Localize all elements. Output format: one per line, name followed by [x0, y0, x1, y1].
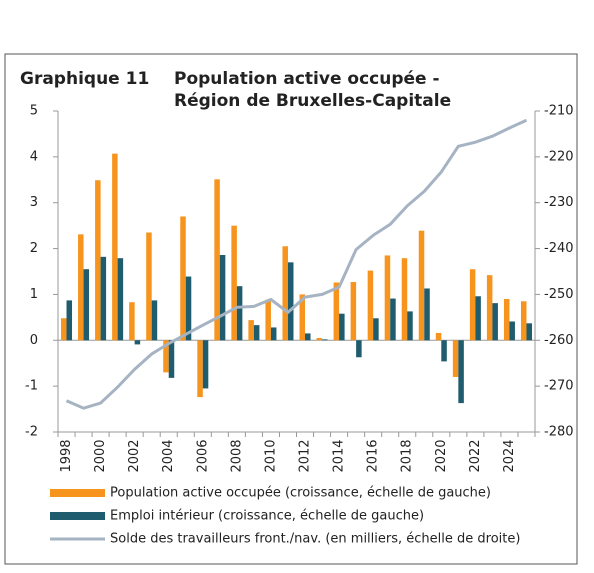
- bar: [129, 302, 135, 341]
- x-tick-label: 2002: [127, 439, 142, 472]
- bar: [305, 333, 311, 341]
- x-tick-label: 2008: [229, 439, 244, 472]
- y2-tick-label: -210: [544, 104, 574, 119]
- bar: [356, 340, 362, 358]
- bar: [469, 269, 476, 341]
- bar: [401, 258, 408, 341]
- bar: [407, 311, 413, 341]
- x-tick-label: 2014: [332, 439, 347, 472]
- bar: [299, 294, 306, 341]
- x-tick-label: 2022: [468, 439, 483, 472]
- bar: [78, 234, 84, 341]
- bar: [339, 313, 345, 341]
- bar: [231, 225, 237, 341]
- bar: [146, 232, 152, 341]
- bar: [100, 256, 107, 341]
- bar: [486, 275, 493, 341]
- bar: [475, 296, 481, 341]
- legend-swatch: [50, 512, 105, 520]
- bar: [509, 321, 515, 341]
- y-tick-label: 0: [30, 333, 38, 348]
- bar: [441, 340, 447, 362]
- legend-label: Solde des travailleurs front./nav. (en m…: [110, 532, 520, 547]
- y2-tick-label: -220: [544, 149, 574, 164]
- x-tick-label: 2020: [434, 439, 449, 472]
- chart-label: Graphique 11: [20, 69, 149, 89]
- x-tick-label: 2018: [400, 439, 415, 472]
- bar: [151, 300, 158, 341]
- y2-tick-label: -240: [544, 241, 574, 256]
- bar: [168, 340, 175, 378]
- x-tick-label: 2010: [263, 439, 278, 472]
- x-tick-label: 2016: [366, 439, 381, 472]
- bar: [526, 323, 532, 341]
- bar: [214, 179, 220, 341]
- bar: [373, 318, 379, 341]
- bar: [134, 340, 141, 345]
- bar: [503, 299, 510, 341]
- legend-label: Population active occupée (croissance, é…: [110, 486, 491, 501]
- bar: [202, 340, 209, 389]
- bar: [112, 153, 118, 341]
- y-tick-label: 4: [30, 149, 38, 164]
- x-tick-label: 2006: [195, 439, 210, 472]
- y-tick-label: 2: [30, 241, 38, 256]
- y-tick-label: 5: [30, 104, 38, 119]
- legend-label: Emploi intérieur (croissance, échelle de…: [110, 509, 424, 524]
- bar: [367, 270, 374, 341]
- y2-tick-label: -270: [544, 379, 574, 394]
- bar: [520, 301, 527, 341]
- chart-title: Population active occupée -: [174, 69, 440, 89]
- bar: [117, 258, 124, 341]
- bar: [424, 288, 430, 341]
- bar: [180, 216, 186, 341]
- line: [65, 118, 528, 410]
- bar: [66, 300, 73, 341]
- bar: [270, 327, 277, 341]
- bar: [265, 300, 271, 341]
- y-tick-label: 1: [30, 287, 38, 302]
- x-tick-label: 2024: [502, 439, 517, 472]
- legend-swatch: [50, 489, 105, 497]
- x-tick-label: 2012: [298, 439, 313, 472]
- chart-title: Région de Bruxelles-Capitale: [174, 91, 451, 111]
- bar: [83, 269, 90, 341]
- bar: [95, 180, 101, 341]
- y2-tick-label: -250: [544, 287, 574, 302]
- bar: [163, 340, 169, 373]
- bar: [333, 282, 340, 341]
- bar: [197, 340, 203, 398]
- y-tick-label: -1: [25, 379, 38, 394]
- bar: [435, 332, 442, 341]
- bar: [282, 246, 288, 341]
- bar: [61, 318, 67, 341]
- bar: [458, 340, 464, 404]
- y2-tick-label: -280: [544, 425, 574, 440]
- y-tick-label: 3: [30, 195, 38, 210]
- bar: [287, 262, 294, 341]
- x-tick-label: 2004: [161, 439, 176, 472]
- bar: [452, 340, 459, 377]
- bar: [236, 286, 243, 341]
- y-tick-label: -2: [25, 425, 38, 440]
- bar: [316, 337, 323, 341]
- frame: [4, 53, 578, 565]
- bar: [384, 255, 391, 341]
- bar: [492, 303, 498, 341]
- bar: [219, 254, 226, 341]
- bar: [322, 339, 328, 341]
- y2-tick-label: -260: [544, 333, 574, 348]
- y2-tick-label: -230: [544, 195, 574, 210]
- bar: [418, 230, 425, 341]
- bar: [248, 320, 254, 341]
- bar: [350, 282, 357, 341]
- x-tick-label: 1998: [59, 439, 74, 472]
- bar: [390, 298, 396, 341]
- bar: [185, 276, 192, 341]
- x-tick-label: 2000: [93, 439, 108, 472]
- bar: [253, 325, 260, 341]
